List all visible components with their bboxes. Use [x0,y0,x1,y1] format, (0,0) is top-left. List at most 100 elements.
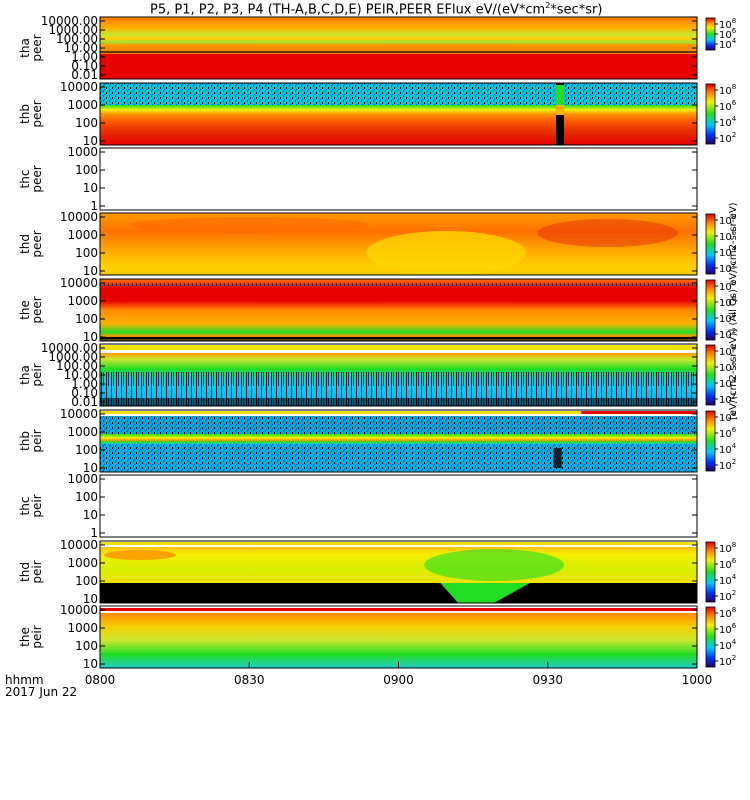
noise-texture [100,416,697,434]
y-tick-label: 0.10 [71,386,98,400]
heatmap-band [100,608,697,611]
colorbar-axis-label: [eV/(cm2-s-sr-eV)] (All Qs) eV/(cm2-s-sr… [728,202,739,420]
colorbar-tick-exponent: 2 [732,589,736,597]
intensity-blob [129,217,370,233]
colorbar-tick-exponent: 2 [732,392,736,400]
noise-texture [100,444,697,472]
y-tick-label: 100 [75,490,98,504]
heatmap-band [100,398,697,406]
colorbar-tick-exponent: 6 [732,426,737,434]
y-tick-label: 1 [90,526,98,540]
panel-frame [99,409,698,473]
colorbar-tick-exponent: 6 [732,557,737,565]
x-tick-label: 0900 [383,673,414,687]
y-tick-label: 100.00 [56,32,98,46]
y-tick-label: 0.01 [71,395,98,409]
y-axis-label-type: peer [30,100,44,127]
y-tick-label: 10000 [60,210,98,224]
y-tick-label: 1000 [67,425,98,439]
heatmap-band [100,54,697,79]
y-tick-label: 10000.00 [41,14,98,28]
y-tick-label: 10.00 [64,368,98,382]
colorbar-tick-exponent: 6 [732,27,737,35]
y-tick-label: 10000 [60,603,98,617]
y-axis-label-type: peer [30,296,44,323]
colorbar [705,410,716,472]
y-tick-label: 1000 [67,621,98,635]
y-tick-label: 10.00 [64,41,98,55]
colorbar-tick-exponent: 6 [732,99,737,107]
y-tick-label: 100 [75,246,98,260]
y-tick-label: 100 [75,163,98,177]
y-tick-label: 10 [83,181,98,195]
y-tick-label: 10000 [60,407,98,421]
y-axis-label-type: peer [30,165,44,192]
y-axis-label-probe: thc [18,497,32,516]
y-tick-label: 1000 [67,145,98,159]
y-axis-label-type: peir [30,494,44,517]
y-axis-label-probe: thd [18,234,32,254]
colorbar-tick-exponent: 6 [732,229,737,237]
colorbar-tick-exponent: 2 [732,654,736,662]
y-axis-label-probe: thb [18,104,32,124]
intensity-blob [537,219,678,247]
panel-frame [99,82,698,146]
colorbar-tick-exponent: 4 [732,37,737,45]
heatmap-band [100,411,697,414]
colorbar-tick-exponent: 4 [732,442,737,450]
colorbar-tick-exponent: 4 [732,573,737,581]
y-tick-label: 1000 [67,294,98,308]
colorbar-tick-exponent: 8 [732,17,736,25]
heatmap-band [100,350,697,353]
y-axis-label-probe: thb [18,431,32,451]
heatmap-band [100,105,697,145]
colorbar [705,83,716,145]
colorbar-tick-label: 108 [719,83,736,97]
colorbar-tick-exponent: 4 [732,115,737,123]
colorbar-tick-exponent: 4 [732,638,737,646]
y-tick-label: 1.00 [71,50,98,64]
colorbar-tick-exponent: 2 [732,458,736,466]
panel-frame [99,474,698,538]
panel-frame [99,278,698,342]
chart-title: P5, P1, P2, P3, P4 (TH-A,B,C,D,E) PEIR,P… [150,1,603,18]
y-tick-label: 10 [83,657,98,671]
x-axis-date: 2017 Jun 22 [5,685,77,699]
data-gap [553,448,562,468]
y-axis-label-type: peer [30,230,44,257]
colorbar [705,279,716,341]
colorbar [705,17,716,51]
y-tick-label: 100 [75,443,98,457]
colorbar-tick-exponent: 4 [732,245,737,253]
colorbar-tick-exponent: 6 [732,295,737,303]
y-tick-label: 100 [75,116,98,130]
y-tick-label: 1000 [67,556,98,570]
y-tick-label: 10000 [60,80,98,94]
y-tick-label: 10000 [60,276,98,290]
y-axis-label-type: peir [30,625,44,648]
x-tick-label: 1000 [682,673,713,687]
data-gap [556,85,565,105]
y-axis-label-type: peir [30,429,44,452]
panel-frame [99,147,698,211]
noise-texture [100,83,697,105]
y-tick-label: 10000.00 [41,341,98,355]
colorbar-tick-exponent: 2 [732,261,736,269]
colorbar-tick-exponent: 8 [732,83,736,91]
y-axis-label-probe: the [18,300,32,320]
colorbar-tick-exponent: 8 [732,410,736,418]
heatmap-band [100,434,697,444]
colorbar-tick-exponent: 8 [732,541,736,549]
colorbar-tick-label: 102 [719,458,736,472]
y-tick-label: 10 [83,330,98,344]
y-axis-label-probe: thd [18,562,32,582]
colorbar-tick-exponent: 8 [732,606,736,614]
panel-frame [99,540,698,604]
y-axis-label-probe: tha [18,365,32,385]
